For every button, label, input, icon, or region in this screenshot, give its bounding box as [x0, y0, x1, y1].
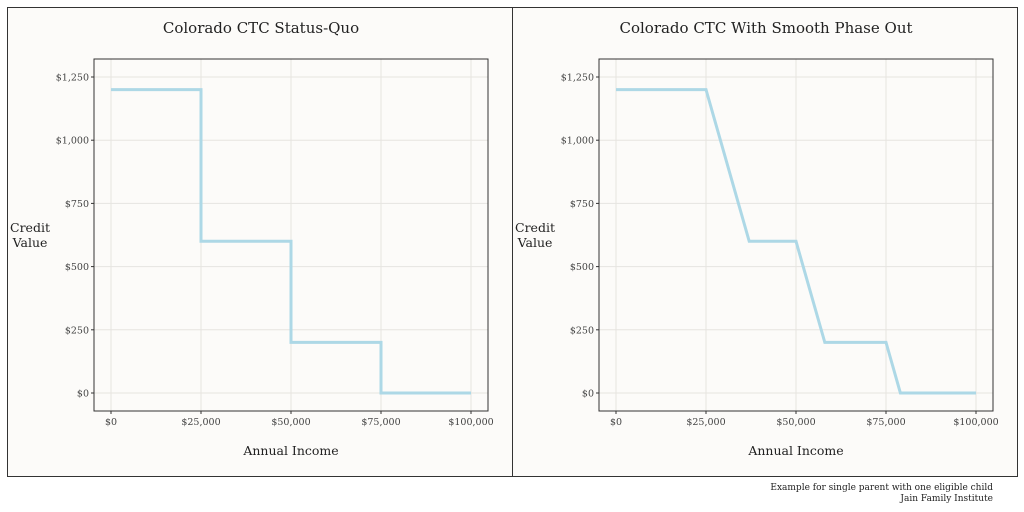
- y-tick-label: $250: [570, 325, 594, 336]
- y-tick-label: $250: [65, 325, 89, 336]
- x-tick-label: $75,000: [361, 417, 400, 428]
- x-tick-label: $0: [105, 417, 117, 428]
- y-tick-label: $0: [77, 389, 89, 400]
- credit-value-line: [616, 88, 976, 395]
- y-tick-label: $1,250: [561, 73, 594, 84]
- x-axis-label: Annual Income: [747, 443, 843, 458]
- y-tick-label: $500: [570, 262, 594, 273]
- chart-svg-smooth-phase-out: Colorado CTC With Smooth Phase Out $0 $250…: [515, 19, 999, 458]
- y-tick-label: $750: [65, 199, 89, 210]
- x-tick-label: $100,000: [448, 417, 493, 428]
- y-tick-label: $500: [65, 262, 89, 273]
- y-axis-label: Value: [517, 235, 553, 250]
- x-tick-label: $25,000: [181, 417, 220, 428]
- y-tick-label: $1,250: [56, 73, 89, 84]
- chart-panel-status-quo: Colorado CTC Status-Quo $0 $250 $500 $750 $1,…: [7, 7, 513, 477]
- y-tick-label: $1,000: [561, 136, 594, 147]
- y-axis-label: Credit: [515, 220, 555, 235]
- x-tick-label: $0: [610, 417, 622, 428]
- x-tick-label: $50,000: [271, 417, 310, 428]
- y-tick-label: $750: [570, 199, 594, 210]
- chart-title: Colorado CTC Status-Quo: [163, 19, 359, 37]
- x-axis-label: Annual Income: [242, 443, 338, 458]
- caption-source: Jain Family Institute: [900, 494, 993, 504]
- caption-example: Example for single parent with one eligi…: [770, 483, 993, 493]
- y-tick-label: $0: [582, 389, 594, 400]
- x-tick-label: $75,000: [866, 417, 905, 428]
- y-axis-label: Value: [12, 235, 48, 250]
- credit-value-line: [111, 88, 471, 395]
- x-tick-label: $50,000: [776, 417, 815, 428]
- chart-svg-status-quo: Colorado CTC Status-Quo $0 $250 $500 $750 $1,…: [10, 19, 494, 458]
- chart-panel-smooth-phase-out: Colorado CTC With Smooth Phase Out $0 $250…: [512, 7, 1018, 477]
- x-tick-label: $25,000: [686, 417, 725, 428]
- y-axis-label: Credit: [10, 220, 50, 235]
- x-tick-label: $100,000: [953, 417, 998, 428]
- y-tick-label: $1,000: [56, 136, 89, 147]
- chart-title: Colorado CTC With Smooth Phase Out: [619, 19, 912, 37]
